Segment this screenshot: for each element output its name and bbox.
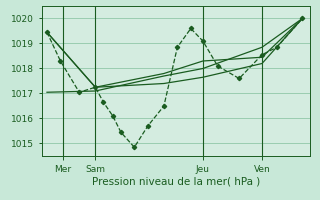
X-axis label: Pression niveau de la mer( hPa ): Pression niveau de la mer( hPa ) bbox=[92, 177, 260, 187]
